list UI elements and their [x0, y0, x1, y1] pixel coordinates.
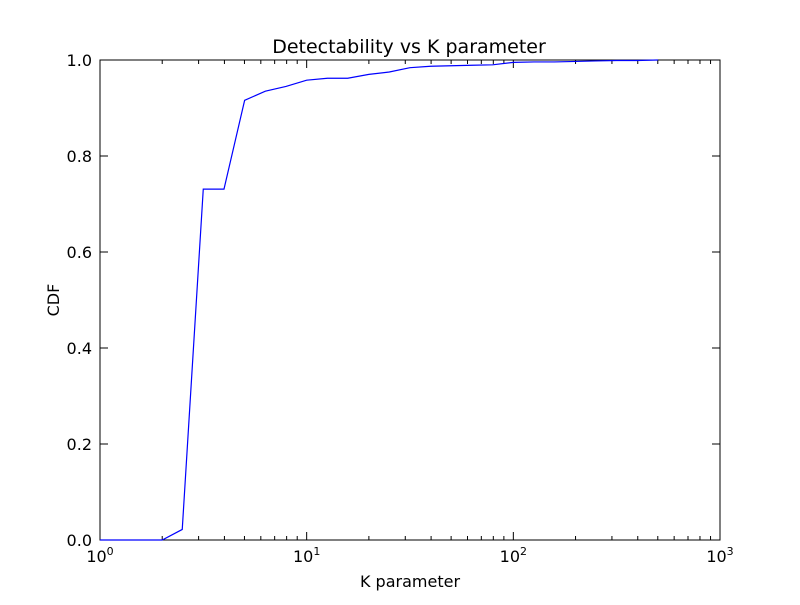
y-tick-label: 0.6 — [67, 243, 92, 262]
x-tick-label: 100 — [86, 545, 113, 566]
y-tick-label: 1.0 — [67, 51, 92, 70]
x-tick-label-base: 10 — [500, 547, 520, 566]
x-tick-label-exponent: 3 — [727, 545, 734, 558]
x-tick-label-exponent: 2 — [520, 545, 527, 558]
y-tick-label: 0.8 — [67, 147, 92, 166]
x-tick-label: 102 — [500, 545, 527, 566]
plot-frame — [99, 59, 721, 541]
x-axis-title: K parameter — [360, 572, 460, 591]
x-tick-label: 101 — [293, 545, 320, 566]
x-tick-label-exponent: 1 — [313, 545, 320, 558]
y-tick-label: 0.2 — [67, 435, 92, 454]
y-axis-title: CDF — [44, 284, 63, 317]
x-tick-label-exponent: 0 — [107, 545, 114, 558]
x-tick-label-base: 10 — [86, 547, 106, 566]
chart-title: Detectability vs K parameter — [272, 36, 546, 58]
x-tick-label: 103 — [706, 545, 733, 566]
x-tick-label-base: 10 — [706, 547, 726, 566]
x-tick-label-base: 10 — [293, 547, 313, 566]
y-tick-label: 0.4 — [67, 339, 92, 358]
y-tick-label: 0.0 — [67, 531, 92, 550]
cdf-series-line — [100, 59, 658, 541]
